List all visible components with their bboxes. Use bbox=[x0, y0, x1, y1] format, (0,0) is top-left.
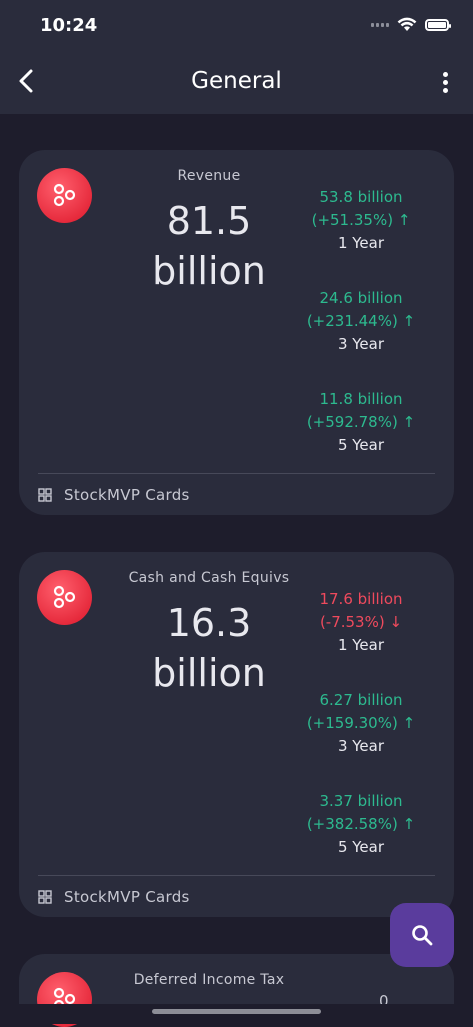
back-button[interactable] bbox=[12, 66, 42, 96]
stat-3-year: 6.27 billion (+159.30%) ↑ 3 Year bbox=[286, 689, 436, 758]
stat-amount: 11.8 billion bbox=[319, 390, 403, 408]
metric-card-cash[interactable]: Cash and Cash Equivs 16.3 billion 17.6 b… bbox=[19, 552, 454, 917]
search-fab-button[interactable] bbox=[390, 903, 454, 967]
stat-5-year: 3.37 billion (+382.58%) ↑ 5 Year bbox=[286, 790, 436, 859]
stat-period: 3 Year bbox=[337, 335, 385, 353]
stat-amount: 17.6 billion bbox=[319, 590, 403, 608]
signal-icon bbox=[371, 22, 389, 27]
metric-card-revenue[interactable]: Revenue 81.5 billion 53.8 billion (+51.3… bbox=[19, 150, 454, 515]
stat-change: (+382.58%) ↑ bbox=[306, 815, 416, 833]
chevron-left-icon bbox=[19, 69, 33, 93]
hexagon-cluster-icon bbox=[37, 570, 92, 625]
metric-value-number: 81.5 bbox=[166, 199, 252, 243]
footer-label: StockMVP Cards bbox=[64, 888, 190, 906]
card-divider bbox=[38, 473, 435, 474]
stat-1-year: 53.8 billion (+51.35%) ↑ 1 Year bbox=[286, 186, 436, 255]
stat-period: 3 Year bbox=[337, 737, 385, 755]
stat-change: (+592.78%) ↑ bbox=[306, 413, 416, 431]
metric-value-unit: billion bbox=[152, 249, 266, 293]
metric-value: 16.3 billion bbox=[109, 598, 309, 698]
page-title: General bbox=[191, 68, 282, 94]
stat-period: 1 Year bbox=[337, 234, 385, 252]
grid-icon bbox=[38, 890, 52, 904]
search-icon bbox=[412, 925, 433, 946]
stat-change: (+231.44%) ↑ bbox=[306, 312, 416, 330]
metric-value-unit: billion bbox=[152, 651, 266, 695]
stat-amount: 0 bbox=[379, 992, 389, 1010]
hexagon-cluster-icon bbox=[37, 168, 92, 223]
metric-label: Cash and Cash Equivs bbox=[128, 570, 290, 586]
home-indicator[interactable] bbox=[152, 1009, 321, 1014]
stat-change: (-7.53%) ↓ bbox=[319, 613, 403, 631]
more-vertical-icon bbox=[443, 72, 449, 93]
stat-amount: 24.6 billion bbox=[319, 289, 403, 307]
stat-1-year: 17.6 billion (-7.53%) ↓ 1 Year bbox=[286, 588, 436, 657]
stat-amount: 6.27 billion bbox=[319, 691, 403, 709]
status-bar: 10:24 bbox=[0, 0, 473, 48]
stat-change: (+159.30%) ↑ bbox=[306, 714, 416, 732]
metric-value-number: 16.3 bbox=[166, 601, 252, 645]
stat-change: (+51.35%) ↑ bbox=[311, 211, 411, 229]
grid-icon bbox=[38, 488, 52, 502]
more-options-button[interactable] bbox=[443, 72, 449, 93]
change-stats: 53.8 billion (+51.35%) ↑ 1 Year 24.6 bil… bbox=[286, 186, 436, 489]
metric-value: 81.5 billion bbox=[109, 196, 309, 296]
app-bar: General bbox=[0, 48, 473, 114]
stat-period: 1 Year bbox=[337, 636, 385, 654]
stat-period: 5 Year bbox=[337, 838, 385, 856]
card-divider bbox=[38, 875, 435, 876]
card-footer[interactable]: StockMVP Cards bbox=[38, 888, 190, 906]
metric-label: Deferred Income Tax bbox=[133, 972, 285, 988]
bottom-safe-area bbox=[0, 1004, 473, 1024]
metric-label: Revenue bbox=[177, 168, 241, 184]
stat-period: 5 Year bbox=[337, 436, 385, 454]
card-footer[interactable]: StockMVP Cards bbox=[38, 486, 190, 504]
stat-5-year: 11.8 billion (+592.78%) ↑ 5 Year bbox=[286, 388, 436, 457]
wifi-icon bbox=[397, 17, 417, 31]
stat-amount: 3.37 billion bbox=[319, 792, 403, 810]
status-icons bbox=[371, 17, 451, 32]
footer-label: StockMVP Cards bbox=[64, 486, 190, 504]
stat-3-year: 24.6 billion (+231.44%) ↑ 3 Year bbox=[286, 287, 436, 356]
change-stats: 17.6 billion (-7.53%) ↓ 1 Year 6.27 bill… bbox=[286, 588, 436, 891]
status-time: 10:24 bbox=[40, 15, 98, 36]
stat-amount: 53.8 billion bbox=[319, 188, 403, 206]
battery-icon bbox=[425, 18, 451, 31]
